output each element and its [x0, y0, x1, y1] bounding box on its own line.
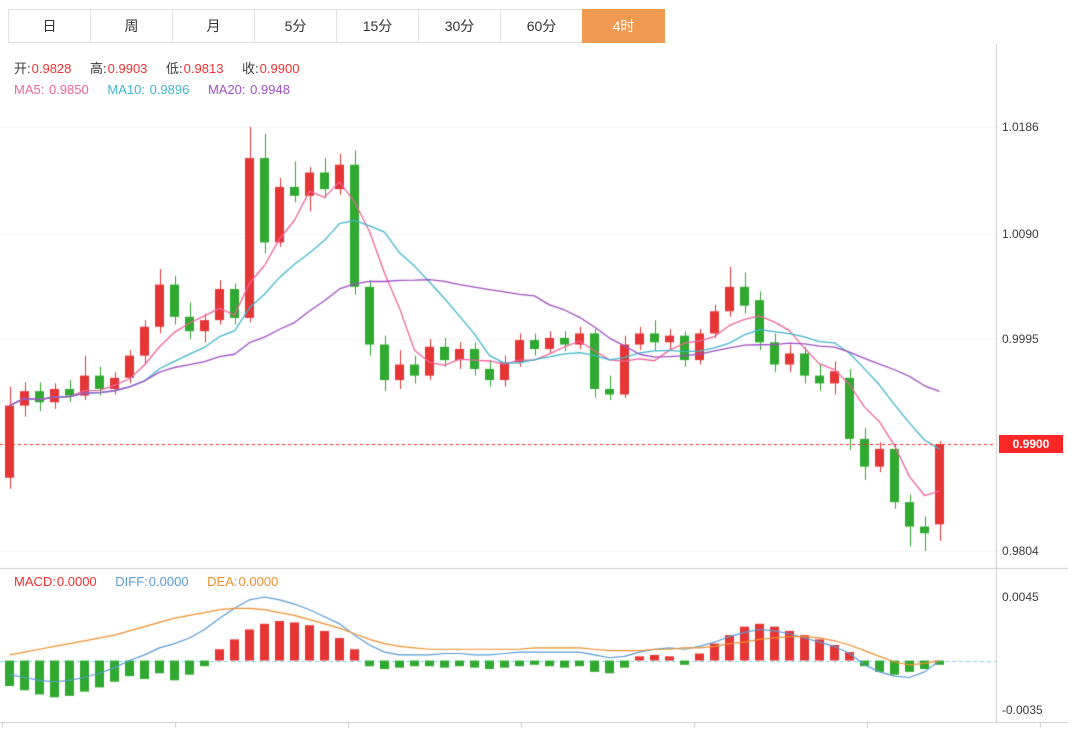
- tab-month[interactable]: 月: [172, 9, 255, 43]
- y-axis-label: 1.0090: [1002, 226, 1039, 241]
- y-axis-label: 0.9995: [1002, 332, 1039, 346]
- tab-week[interactable]: 周: [90, 9, 173, 43]
- diff-label: DIFF:: [115, 574, 148, 589]
- chart-canvas[interactable]: [0, 44, 1068, 731]
- open-label: 开:: [14, 61, 31, 76]
- ma-legend: MA5: 0.9850 MA10: 0.9896 MA20: 0.9948: [14, 82, 305, 97]
- low-value: 0.9813: [183, 61, 224, 76]
- dea-value: 0.0000: [238, 574, 279, 589]
- chart-area: 开:0.9828 高:0.9903 低:0.9813 收:0.9900 MA5:…: [0, 44, 1068, 731]
- tab-15min[interactable]: 15分: [336, 9, 419, 43]
- high-label: 高:: [90, 61, 107, 76]
- macd-label: MACD:: [14, 574, 56, 589]
- macd-legend: MACD:0.0000 DIFF:0.0000 DEA:0.0000: [14, 574, 293, 589]
- dea-label: DEA:: [207, 574, 238, 589]
- ma20-label: MA20:: [207, 82, 246, 97]
- tab-5min[interactable]: 5分: [254, 9, 337, 43]
- tab-4hour[interactable]: 4时: [582, 9, 665, 43]
- ma5-value: 0.9850: [48, 82, 89, 97]
- y-axis-label: 0.9804: [1002, 544, 1039, 558]
- tab-60min[interactable]: 60分: [500, 9, 583, 43]
- ma10-value: 0.9896: [149, 82, 190, 97]
- low-label: 低:: [166, 61, 183, 76]
- ma5-label: MA5:: [14, 82, 45, 97]
- y-axis-label: 1.0186: [1002, 120, 1039, 134]
- current-price-tag: 0.9900: [999, 435, 1063, 454]
- open-value: 0.9828: [31, 61, 72, 76]
- close-value: 0.9900: [259, 61, 300, 76]
- tab-30min[interactable]: 30分: [418, 9, 501, 43]
- interval-tabbar: 日 周 月 5分 15分 30分 60分 4时: [0, 0, 1068, 44]
- macd-y-axis-label: 0.0045: [1002, 590, 1039, 604]
- diff-value: 0.0000: [148, 574, 189, 589]
- ma10-label: MA10:: [107, 82, 145, 97]
- tab-day[interactable]: 日: [8, 9, 91, 43]
- ma20-value: 0.9948: [250, 82, 290, 97]
- close-label: 收:: [242, 61, 259, 76]
- high-value: 0.9903: [107, 61, 148, 76]
- macd-value: 0.0000: [56, 574, 97, 589]
- macd-y-axis-label: -0.0035: [1002, 703, 1043, 717]
- ohlc-legend: 开:0.9828 高:0.9903 低:0.9813 收:0.9900: [14, 58, 314, 77]
